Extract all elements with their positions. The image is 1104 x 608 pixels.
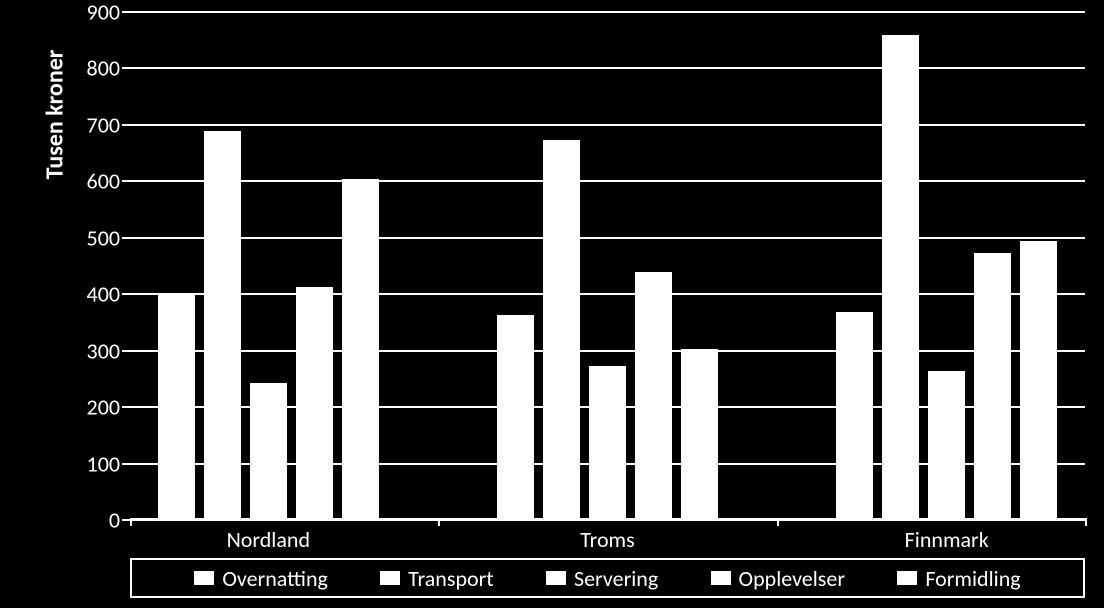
- bar: [1020, 241, 1057, 518]
- bar: [543, 140, 580, 518]
- legend-swatch: [380, 571, 400, 585]
- legend: Overnatting Transport Servering Opplevelser…: [130, 558, 1085, 598]
- bar: [836, 312, 873, 518]
- bar: [681, 349, 718, 518]
- bar: [497, 315, 534, 518]
- y-tick-label: 600: [87, 168, 120, 195]
- bar: [342, 179, 379, 518]
- legend-item: Opplevelser: [711, 565, 846, 592]
- x-category-label: Troms: [580, 526, 634, 553]
- legend-item: Servering: [546, 565, 658, 592]
- gridline: [130, 519, 1085, 521]
- y-tick-label: 800: [87, 55, 120, 82]
- bar: [635, 272, 672, 518]
- x-category-label: Finnmark: [905, 526, 989, 553]
- y-tick-mark: [122, 406, 130, 408]
- y-tick-label: 500: [87, 224, 120, 251]
- bar: [928, 371, 965, 518]
- bar: [250, 383, 287, 518]
- y-tick-label: 400: [87, 281, 120, 308]
- x-tick-mark: [130, 518, 132, 526]
- y-axis-label: Tusen kroner: [41, 25, 70, 205]
- legend-item: Transport: [380, 565, 493, 592]
- y-tick-label: 200: [87, 394, 120, 421]
- y-tick-label: 300: [87, 337, 120, 364]
- y-tick-mark: [122, 124, 130, 126]
- y-tick-label: 900: [87, 0, 120, 26]
- legend-label: Overnatting: [222, 565, 328, 592]
- x-category-label: Nordland: [227, 526, 310, 553]
- x-tick-mark: [777, 518, 779, 526]
- legend-label: Servering: [574, 565, 658, 592]
- y-tick-mark: [122, 463, 130, 465]
- y-tick-label: 0: [109, 507, 120, 534]
- y-tick-mark: [122, 519, 130, 521]
- y-tick-label: 700: [87, 111, 120, 138]
- y-tick-label: 100: [87, 450, 120, 477]
- legend-item: Overnatting: [194, 565, 328, 592]
- y-tick-mark: [122, 350, 130, 352]
- legend-swatch: [711, 571, 731, 585]
- plot-area: 0100200300400500600700800900NordlandTrom…: [130, 12, 1085, 520]
- legend-label: Transport: [408, 565, 493, 592]
- bar: [882, 35, 919, 518]
- chart-container: Tusen kroner 010020030040050060070080090…: [0, 0, 1104, 608]
- x-tick-mark: [1085, 518, 1087, 526]
- y-tick-mark: [122, 293, 130, 295]
- bar: [204, 131, 241, 518]
- bar: [974, 253, 1011, 518]
- y-tick-mark: [122, 67, 130, 69]
- bar: [158, 295, 195, 518]
- bar: [589, 366, 626, 518]
- legend-label: Opplevelser: [739, 565, 846, 592]
- legend-label: Formidling: [925, 565, 1020, 592]
- y-tick-mark: [122, 180, 130, 182]
- bars-layer: [130, 12, 1085, 518]
- legend-swatch: [546, 571, 566, 585]
- bar: [296, 287, 333, 518]
- y-tick-mark: [122, 11, 130, 13]
- legend-item: Formidling: [897, 565, 1020, 592]
- y-tick-mark: [122, 237, 130, 239]
- x-tick-mark: [438, 518, 440, 526]
- legend-swatch: [897, 571, 917, 585]
- legend-swatch: [194, 571, 214, 585]
